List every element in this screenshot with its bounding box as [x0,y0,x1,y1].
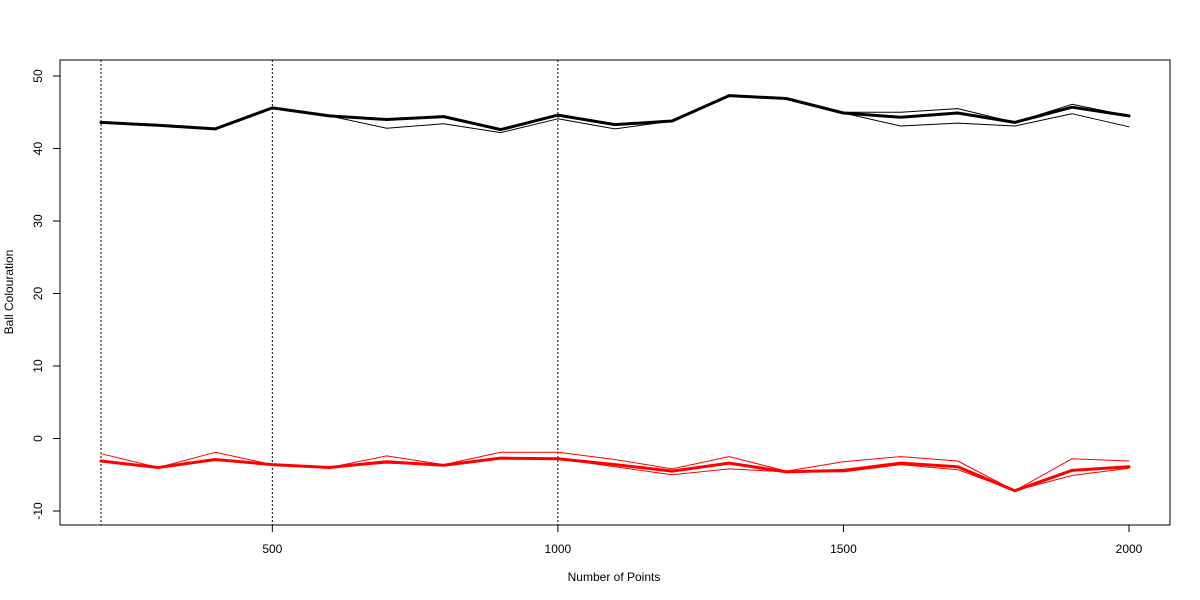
series-line-5 [100,451,1130,492]
y-axis-title: Ball Colouration [2,250,16,335]
x-tick-label: 2000 [1116,542,1143,556]
y-tick-label: 50 [31,69,45,83]
x-tick-label: 500 [262,542,282,556]
series-line-4 [99,456,1131,493]
y-tick-label: 0 [31,435,45,442]
x-axis: 500 1000 1500 2000 [262,525,1143,556]
series-layer [99,94,1131,493]
y-tick-label: 40 [31,142,45,156]
x-tick-label: 1500 [830,542,857,556]
y-tick-label: 20 [31,287,45,301]
y-tick-label: 30 [31,214,45,228]
plot-frame [59,59,1171,526]
x-tick-label: 1000 [545,542,572,556]
x-axis-title: Number of Points [568,570,661,584]
series-line-1 [99,94,1131,132]
y-tick-label: -10 [31,502,45,520]
y-axis: -10 0 10 20 30 40 50 [31,69,60,520]
reference-lines [100,60,559,525]
y-tick-label: 10 [31,359,45,373]
